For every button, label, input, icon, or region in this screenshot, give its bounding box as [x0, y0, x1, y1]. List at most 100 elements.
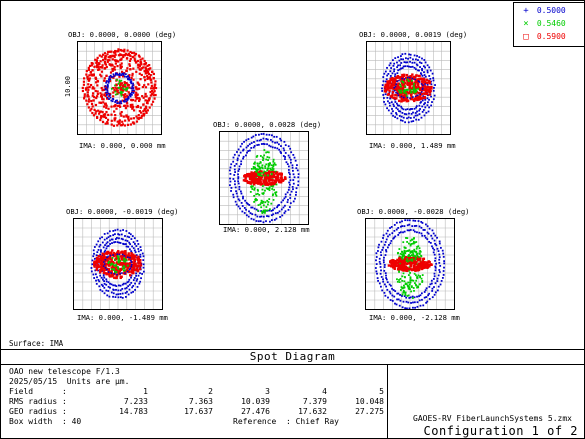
ray-point	[420, 292, 423, 295]
ray-point	[126, 281, 129, 284]
ray-point	[148, 64, 151, 67]
ray-point	[101, 97, 104, 101]
ray-point	[87, 95, 90, 98]
ray-point	[395, 228, 398, 231]
ray-point	[432, 89, 435, 92]
ray-point	[136, 278, 139, 281]
ray-point	[119, 289, 122, 292]
ray-point	[397, 298, 400, 301]
ray-point	[412, 98, 415, 101]
ray-point	[111, 76, 113, 78]
ray-point	[414, 78, 416, 81]
ray-point	[117, 82, 120, 85]
ray-point	[419, 250, 422, 253]
ray-point	[274, 141, 276, 144]
ray-point	[252, 178, 255, 182]
ray-point	[402, 89, 405, 92]
ray-point	[151, 87, 154, 90]
ray-point	[415, 256, 417, 259]
ray-point	[234, 200, 237, 203]
ray-point	[120, 49, 123, 52]
ray-point	[264, 172, 267, 175]
ray-point	[409, 265, 413, 268]
ray-point	[122, 49, 126, 53]
ray-point	[401, 279, 404, 282]
ray-point	[129, 103, 132, 107]
ray-point	[122, 252, 125, 256]
ray-point	[129, 93, 132, 95]
ray-point	[121, 263, 125, 267]
ray-point	[124, 252, 127, 255]
ray-point	[273, 218, 276, 221]
ray-point	[418, 295, 420, 298]
ray-point	[122, 272, 126, 275]
ray-point	[88, 74, 91, 77]
ray-point	[248, 149, 251, 152]
ray-point	[105, 91, 108, 94]
ray-point	[416, 295, 418, 298]
ray-point	[262, 157, 265, 160]
ray-point	[272, 163, 275, 166]
ray-point	[396, 262, 400, 265]
ray-point	[256, 139, 259, 142]
ray-point	[379, 251, 382, 254]
ray-point	[118, 102, 122, 105]
ray-point	[139, 78, 142, 81]
ray-point	[405, 61, 407, 64]
ray-point	[256, 199, 258, 201]
ray-point	[122, 238, 124, 241]
ray-point	[413, 54, 416, 57]
ray-point	[98, 245, 101, 248]
ray-point	[132, 109, 136, 112]
ray-point	[401, 220, 403, 223]
ray-point	[415, 253, 418, 256]
ray-point	[124, 75, 126, 78]
ray-point	[284, 156, 286, 158]
ray-point	[136, 59, 139, 63]
ray-point	[255, 170, 258, 173]
ray-point	[262, 180, 266, 183]
ray-point	[415, 105, 418, 108]
ray-point	[403, 246, 406, 249]
ray-point	[421, 74, 424, 77]
ray-point	[274, 193, 277, 196]
rms-cell-1: 7.233	[123, 397, 148, 406]
ray-point	[397, 94, 400, 97]
ray-point	[104, 113, 107, 116]
ray-point	[252, 172, 256, 175]
ray-point	[119, 87, 122, 90]
ray-point	[410, 66, 412, 68]
ray-point	[292, 154, 295, 156]
ray-point	[435, 244, 438, 247]
ray-point	[114, 114, 117, 117]
ray-point	[267, 201, 270, 203]
ray-point	[431, 237, 434, 240]
ray-point	[383, 256, 385, 259]
ray-point	[122, 85, 125, 88]
ray-point	[392, 84, 396, 87]
ray-point	[270, 172, 273, 175]
ray-point	[424, 66, 426, 69]
ray-point	[424, 61, 427, 64]
ray-point	[100, 114, 103, 118]
ray-point	[97, 65, 100, 68]
ray-point	[262, 221, 265, 224]
ray-point	[242, 195, 244, 198]
rms-label: RMS radius :	[9, 397, 67, 406]
ray-point	[423, 85, 426, 88]
ray-point	[148, 106, 151, 109]
ray-point	[116, 104, 119, 107]
ray-point	[287, 154, 290, 157]
ray-point	[407, 242, 410, 245]
ray-point	[264, 180, 267, 183]
ray-point	[285, 161, 288, 164]
ray-point	[398, 269, 400, 272]
ray-point	[229, 166, 232, 169]
ray-point	[399, 77, 402, 80]
ray-point	[96, 56, 99, 60]
ray-point	[113, 272, 116, 275]
ray-point	[240, 192, 243, 195]
ray-point	[112, 95, 115, 98]
ray-point	[105, 237, 108, 240]
ray-point	[134, 93, 137, 96]
